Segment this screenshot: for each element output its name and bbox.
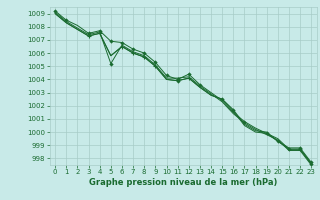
X-axis label: Graphe pression niveau de la mer (hPa): Graphe pression niveau de la mer (hPa) [89, 178, 277, 187]
